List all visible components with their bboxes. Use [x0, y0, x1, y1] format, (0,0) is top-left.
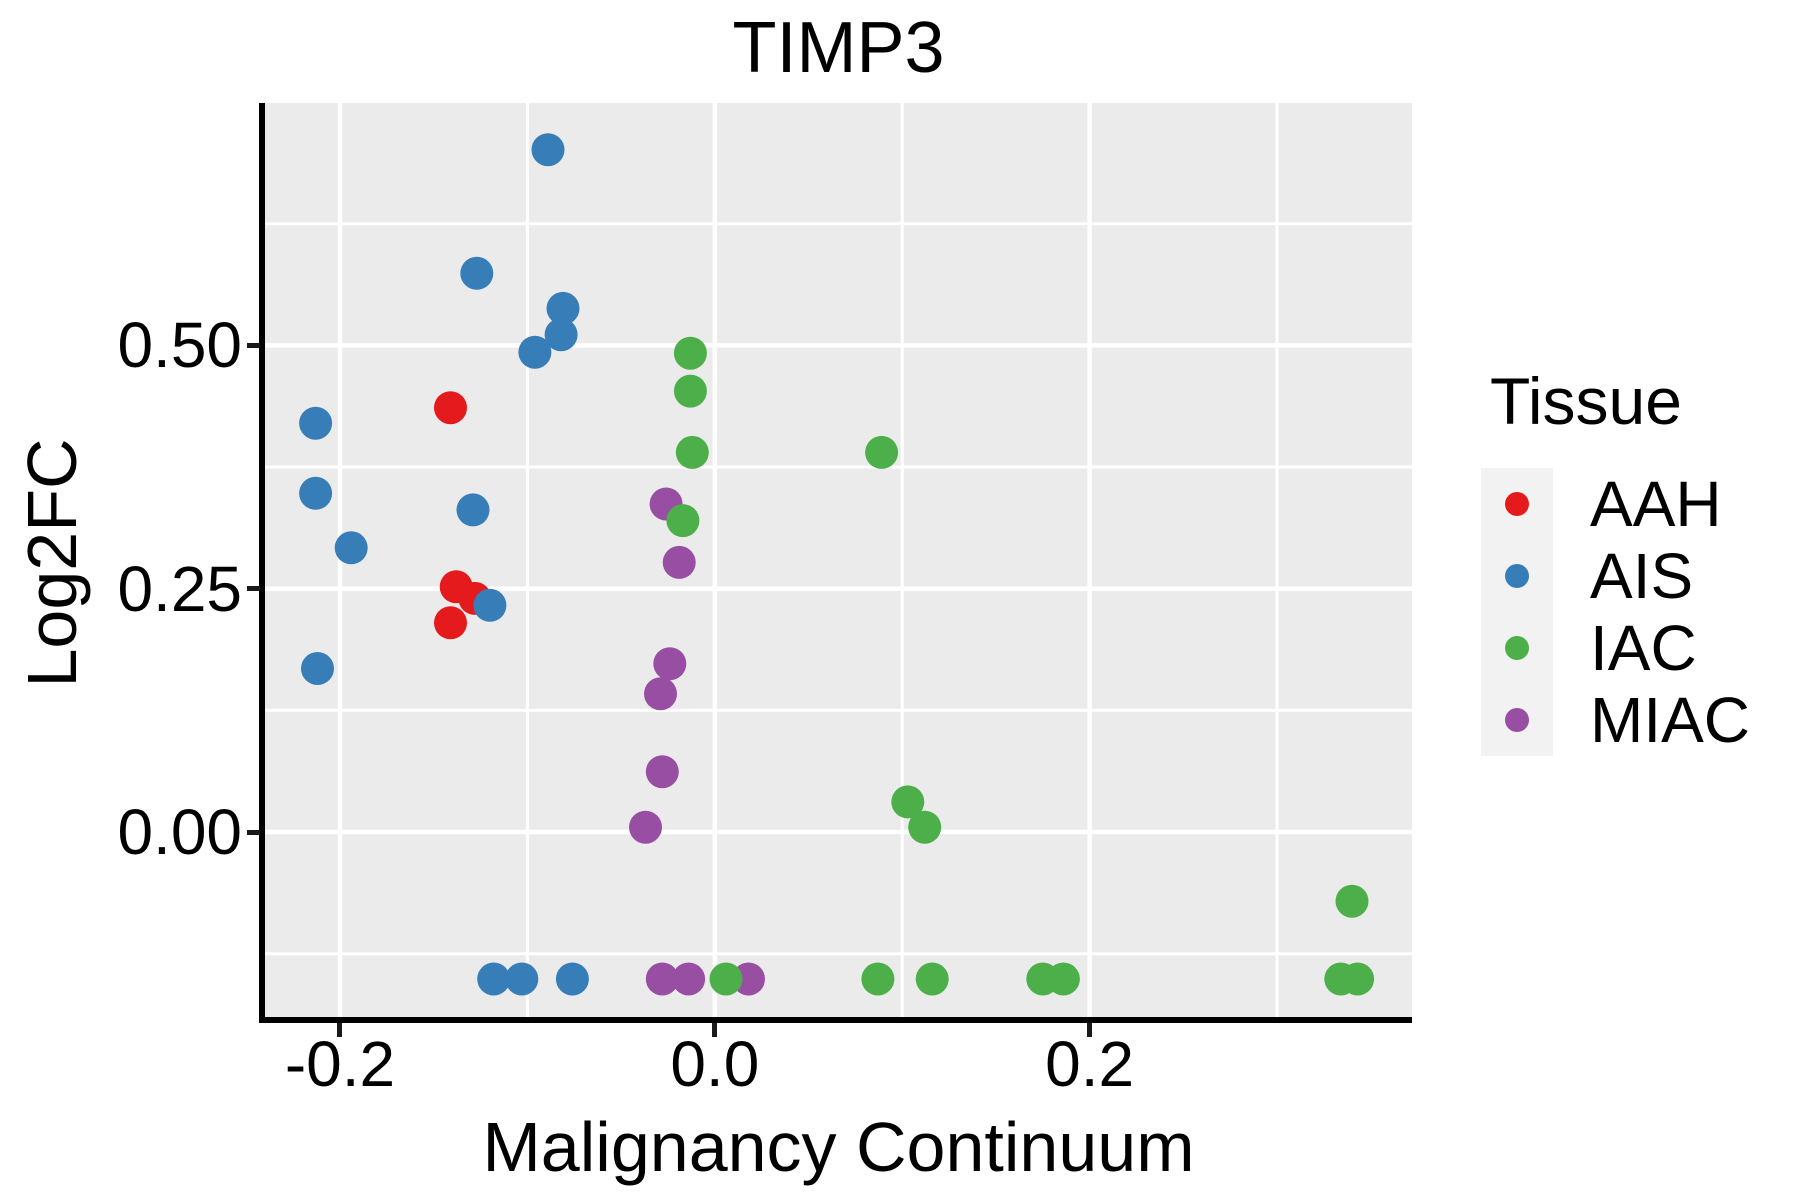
- y-tick-label: 0.25: [117, 552, 242, 625]
- x-tick-label: 0.2: [1045, 1028, 1135, 1100]
- legend-dot-aah-icon: [1505, 492, 1529, 516]
- legend-title: Tissue: [1490, 364, 1682, 438]
- data-point-iac: [1335, 884, 1369, 918]
- x-tick-mark: [337, 1023, 343, 1037]
- y-tick-mark: [247, 586, 260, 592]
- data-point-iac: [666, 504, 700, 538]
- data-point-iac: [908, 810, 942, 844]
- legend-key-ais: [1481, 540, 1553, 612]
- data-point-ais: [544, 318, 578, 352]
- y-axis-title: Log2FC: [13, 438, 91, 688]
- data-point-miac: [644, 677, 677, 711]
- data-point-iac: [1341, 962, 1375, 996]
- legend-item-label-aah: AAH: [1590, 468, 1722, 540]
- data-point-ais: [460, 256, 494, 290]
- data-point-iac: [675, 435, 709, 469]
- data-point-miac: [662, 545, 696, 579]
- x-tick-label: -0.2: [284, 1028, 396, 1100]
- data-point-iac: [891, 785, 925, 819]
- scatter-plot: [265, 103, 1412, 1017]
- x-tick-mark: [1087, 1023, 1093, 1037]
- legend-item-label-miac: MIAC: [1590, 684, 1750, 756]
- data-point-miac: [645, 755, 679, 789]
- data-point-iac: [673, 336, 707, 370]
- legend-key-miac: [1481, 684, 1553, 756]
- y-tick-mark: [247, 342, 260, 348]
- data-point-iac: [865, 435, 899, 469]
- data-point-iac: [915, 962, 949, 996]
- legend-dot-miac-icon: [1505, 708, 1529, 732]
- data-point-aah: [434, 391, 467, 425]
- data-point-miac: [629, 810, 662, 844]
- data-point-ais: [505, 962, 539, 996]
- data-point-ais: [477, 962, 511, 996]
- data-point-iac: [1046, 962, 1080, 996]
- x-tick-label: 0.0: [670, 1028, 760, 1100]
- data-point-ais: [518, 335, 552, 369]
- data-point-ais: [301, 652, 334, 685]
- plot-title: TIMP3: [732, 8, 945, 88]
- y-tick-mark: [247, 829, 260, 835]
- data-point-miac: [653, 647, 687, 681]
- data-point-ais: [334, 531, 368, 565]
- data-point-ais: [473, 588, 507, 622]
- data-point-iac: [709, 962, 743, 996]
- legend-item-label-ais: AIS: [1590, 540, 1694, 612]
- legend-dot-iac-icon: [1505, 636, 1529, 660]
- data-point-miac: [672, 962, 706, 996]
- y-tick-label: 0.00: [117, 796, 242, 869]
- data-point-ais: [546, 291, 580, 325]
- x-axis-title: Malignancy Continuum: [482, 1108, 1195, 1186]
- data-point-ais: [299, 476, 333, 510]
- legend-key-iac: [1481, 612, 1553, 684]
- data-point-ais: [531, 133, 565, 167]
- legend-key-aah: [1481, 468, 1553, 540]
- x-axis-line: [259, 1017, 1412, 1023]
- legend-dot-ais-icon: [1505, 564, 1529, 588]
- x-tick-mark: [712, 1023, 718, 1037]
- data-point-ais: [299, 406, 333, 440]
- data-point-ais: [456, 493, 490, 527]
- data-point-ais: [555, 962, 589, 996]
- legend-item-label-iac: IAC: [1590, 612, 1697, 684]
- plot-panel: [265, 103, 1412, 1017]
- data-point-iac: [673, 374, 707, 408]
- data-point-iac: [861, 962, 895, 996]
- data-point-aah: [434, 606, 467, 640]
- data-point-miac: [645, 962, 679, 996]
- y-tick-label: 0.50: [117, 309, 242, 382]
- y-axis-line: [259, 103, 265, 1023]
